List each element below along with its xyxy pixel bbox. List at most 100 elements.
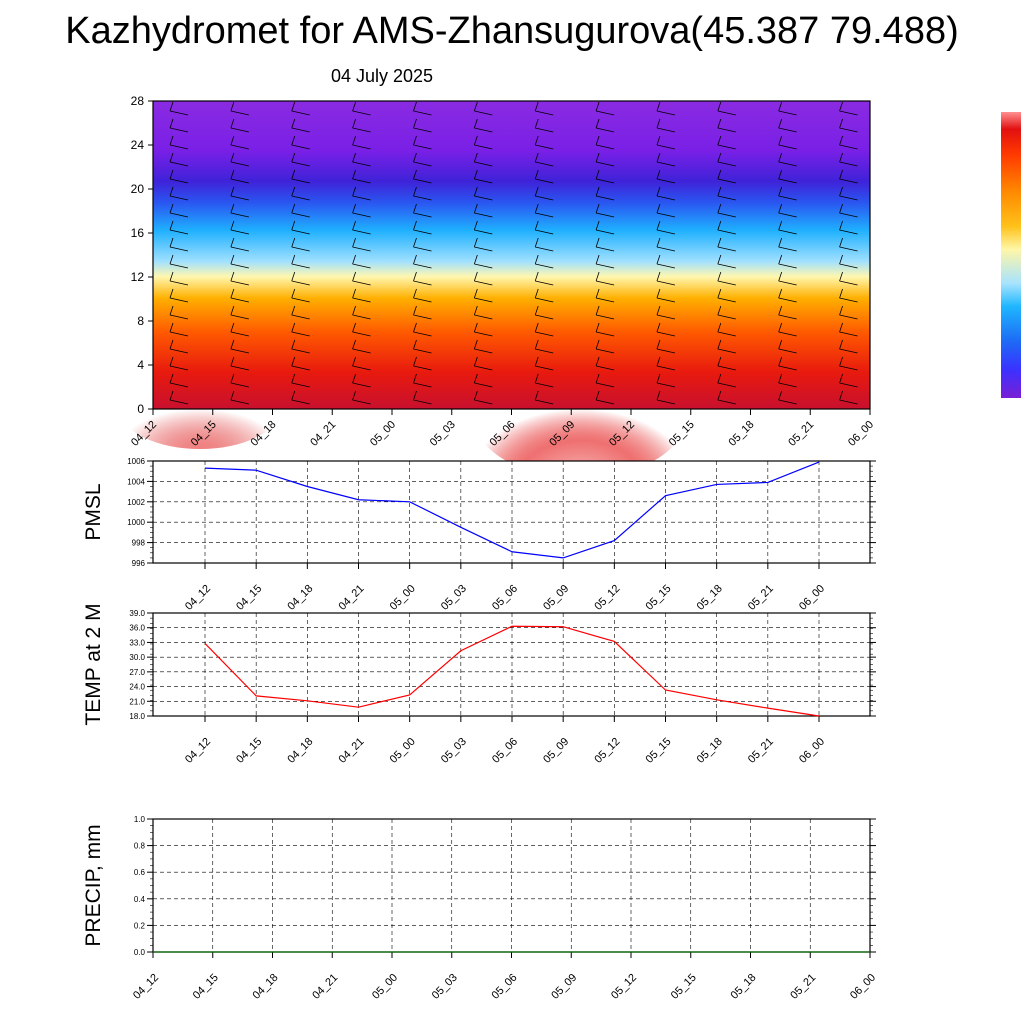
wind-barb	[656, 152, 676, 167]
wind-barb	[230, 186, 249, 201]
wind-barb	[291, 118, 310, 133]
x-tick-label: 04_18	[285, 583, 315, 613]
wind-barb	[291, 169, 310, 184]
wind-barb	[230, 390, 249, 405]
x-tick-label: 04_12	[131, 972, 161, 1002]
wind-barb	[656, 305, 676, 320]
x-tick-label: 05_00	[368, 419, 398, 449]
y-tick-label: 24.0	[129, 683, 145, 692]
wind-barb	[291, 305, 310, 320]
wind-barb	[169, 101, 189, 116]
wind-barb	[534, 135, 554, 150]
y-tick-label: 36.0	[129, 624, 145, 633]
wind-barb	[169, 305, 189, 320]
wind-barb	[595, 152, 615, 167]
x-tick-label: 04_21	[337, 736, 367, 766]
wind-barb	[717, 186, 736, 201]
wind-barb	[778, 169, 797, 184]
wind-barb	[473, 288, 493, 303]
x-tick-label: 05_21	[746, 736, 776, 766]
wind-barb	[352, 339, 371, 354]
wind-barb	[656, 288, 676, 303]
line-panel: 996 998 1000 1002 1004 1006 04_12 04_15 04_18 04_…	[82, 457, 876, 613]
wind-barb	[473, 373, 493, 388]
wind-barb	[413, 135, 432, 150]
wind-barb	[473, 118, 493, 133]
wind-barb	[534, 186, 554, 201]
wind-barb	[169, 356, 189, 371]
x-tick-label: 05_06	[490, 736, 520, 766]
wind-barb	[413, 271, 432, 286]
x-tick-label: 05_00	[388, 736, 418, 766]
wind-barb	[534, 373, 554, 388]
wind-barb	[717, 305, 736, 320]
wind-barb	[291, 322, 310, 337]
x-tick-label: 04_15	[191, 972, 221, 1002]
x-tick-label: 05_21	[788, 972, 818, 1002]
wind-barb	[595, 220, 615, 235]
wind-barb	[534, 305, 554, 320]
wind-barb	[230, 220, 249, 235]
wind-barb	[352, 220, 371, 235]
x-tick-label: 05_21	[786, 419, 816, 449]
wind-barb	[534, 339, 554, 354]
x-tick-label: 04_18	[285, 736, 315, 766]
wind-barb	[778, 305, 797, 320]
wind-barb	[717, 152, 736, 167]
x-tick-label: 04_15	[234, 736, 264, 766]
wind-barb	[473, 237, 493, 252]
wind-barb	[352, 101, 371, 116]
y-axis-label: PMSL	[82, 483, 105, 540]
y-tick-label: 8	[137, 314, 144, 328]
x-tick-label: 06_00	[797, 736, 827, 766]
y-tick-label: 0	[137, 402, 144, 416]
wind-barb	[413, 288, 432, 303]
y-tick-label: 0.8	[134, 842, 146, 851]
y-axis-label: PRECIP, mm	[82, 824, 105, 946]
x-tick-label: 05_18	[695, 583, 725, 613]
wind-barb	[595, 186, 615, 201]
y-tick-label: 16	[131, 226, 145, 240]
wind-barb	[778, 203, 797, 218]
wind-barb	[656, 254, 676, 269]
x-tick-label: 05_00	[370, 972, 400, 1002]
x-tick-label: 06_00	[848, 972, 878, 1002]
wind-barb	[413, 322, 432, 337]
wind-barb	[778, 152, 797, 167]
wind-barb	[656, 203, 676, 218]
line-panel: 18.0 21.0 24.0 27.0 30.0 33.0 36.0 39.0 04_12 04_…	[82, 603, 876, 766]
wind-barb	[778, 271, 797, 286]
wind-barb	[352, 135, 371, 150]
wind-barb	[717, 288, 736, 303]
wind-barb	[595, 135, 615, 150]
wind-barb	[413, 254, 432, 269]
wind-barb	[595, 390, 615, 405]
wind-barb	[778, 322, 797, 337]
y-tick-label: 30.0	[129, 653, 145, 662]
wind-barb	[717, 169, 736, 184]
wind-barb	[656, 339, 676, 354]
wind-barb	[473, 169, 493, 184]
x-tick-label: 04_21	[337, 583, 367, 613]
wind-barb	[778, 135, 797, 150]
wind-barb	[473, 305, 493, 320]
wind-barb	[352, 169, 371, 184]
plot-frame	[152, 612, 871, 717]
wind-barb	[291, 237, 310, 252]
wind-barb	[230, 305, 249, 320]
x-tick-label: 06_00	[797, 583, 827, 613]
wind-barb	[717, 135, 736, 150]
wind-barb	[291, 101, 310, 116]
y-tick-label: 1002	[127, 498, 145, 507]
plot-frame	[152, 460, 871, 564]
wind-barb	[839, 237, 858, 252]
y-tick-label: 1000	[127, 518, 145, 527]
wind-barb	[230, 203, 249, 218]
wind-barb	[413, 118, 432, 133]
x-tick-label: 05_09	[549, 972, 579, 1002]
wind-barb	[778, 288, 797, 303]
wind-barb	[717, 254, 736, 269]
x-tick-label: 05_12	[592, 583, 622, 613]
wind-barb	[291, 271, 310, 286]
y-tick-label: 1004	[127, 477, 145, 486]
